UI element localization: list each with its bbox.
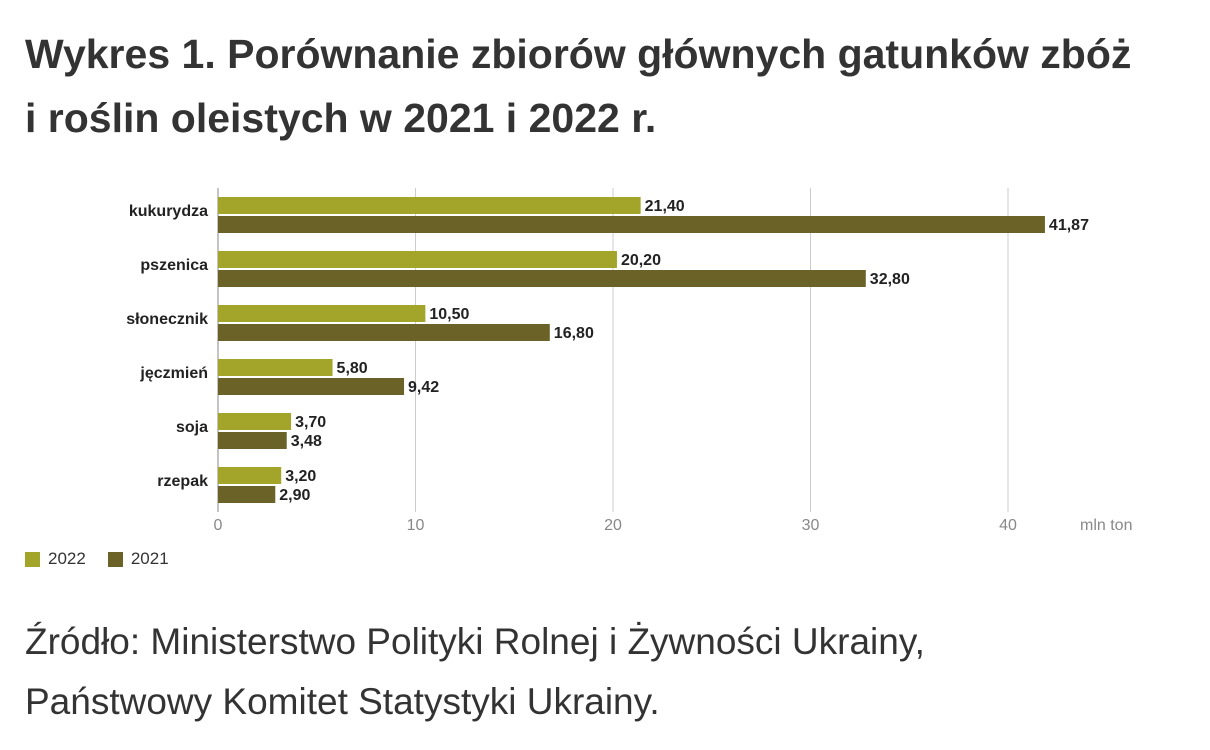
legend-item-2022: 2022	[25, 549, 86, 569]
data-label: 10,50	[429, 306, 469, 323]
chart-area: 21,40 41,87 kukurydza 20,20 32,80 pszenica 10,…	[0, 180, 1210, 580]
legend-item-2021: 2021	[107, 549, 169, 569]
legend-label-2021: 2021	[130, 549, 169, 568]
chart-title: Wykres 1. Porównanie zbiorów głównych ga…	[25, 22, 1195, 150]
data-label: 20,20	[621, 252, 661, 269]
category-label: słonecznik	[126, 311, 208, 328]
source-line-1: Źródło: Ministerstwo Polityki Rolnej i Ż…	[25, 621, 925, 662]
category-label: kukurydza	[129, 203, 208, 220]
data-label: 21,40	[645, 198, 685, 215]
source-line-2: Państwowy Komitet Statystyki Ukrainy.	[25, 681, 660, 722]
category-label: pszenica	[140, 257, 208, 274]
chart-title-line-2: i roślin oleistych w 2021 i 2022 r.	[25, 95, 657, 141]
chart-legend: 2022 2021	[25, 548, 191, 570]
x-tick-label: 10	[407, 517, 425, 534]
bar-2022	[218, 197, 641, 214]
x-tick-label: 40	[999, 517, 1017, 534]
data-label: 3,70	[295, 414, 326, 431]
bar-chart: 21,40 41,87 kukurydza 20,20 32,80 pszenica 10,…	[126, 188, 1132, 534]
x-axis-unit-label: mln ton	[1080, 517, 1132, 534]
bar-2022	[218, 305, 426, 322]
bar-2021	[218, 486, 276, 503]
data-label: 16,80	[554, 325, 594, 342]
bar-2021	[218, 270, 866, 287]
bar-2022	[218, 251, 617, 268]
bar-2022	[218, 467, 282, 484]
data-label: 3,20	[285, 468, 316, 485]
chart-title-line-1: Wykres 1. Porównanie zbiorów głównych ga…	[25, 31, 1132, 77]
source-note: Źródło: Ministerstwo Polityki Rolnej i Ż…	[25, 612, 1195, 732]
x-tick-label: 0	[214, 517, 223, 534]
legend-swatch-2022	[25, 551, 40, 567]
bar-2021	[218, 216, 1045, 233]
category-label: rzepak	[157, 473, 208, 490]
data-label: 41,87	[1049, 217, 1089, 234]
category-label: soja	[176, 419, 208, 436]
bar-2021	[218, 432, 287, 449]
category-label: jęczmień	[139, 365, 208, 382]
bar-2022	[218, 413, 292, 430]
legend-label-2022: 2022	[48, 549, 86, 568]
x-tick-label: 30	[802, 517, 820, 534]
data-label: 5,80	[337, 360, 368, 377]
bar-2022	[218, 359, 333, 376]
bar-2021	[218, 378, 405, 395]
data-label: 9,42	[408, 379, 439, 396]
legend-swatch-2021	[107, 551, 123, 567]
bar-2021	[218, 324, 550, 341]
data-label: 3,48	[291, 433, 322, 450]
data-label: 2,90	[279, 487, 310, 504]
x-tick-label: 20	[604, 517, 622, 534]
data-label: 32,80	[870, 271, 910, 288]
